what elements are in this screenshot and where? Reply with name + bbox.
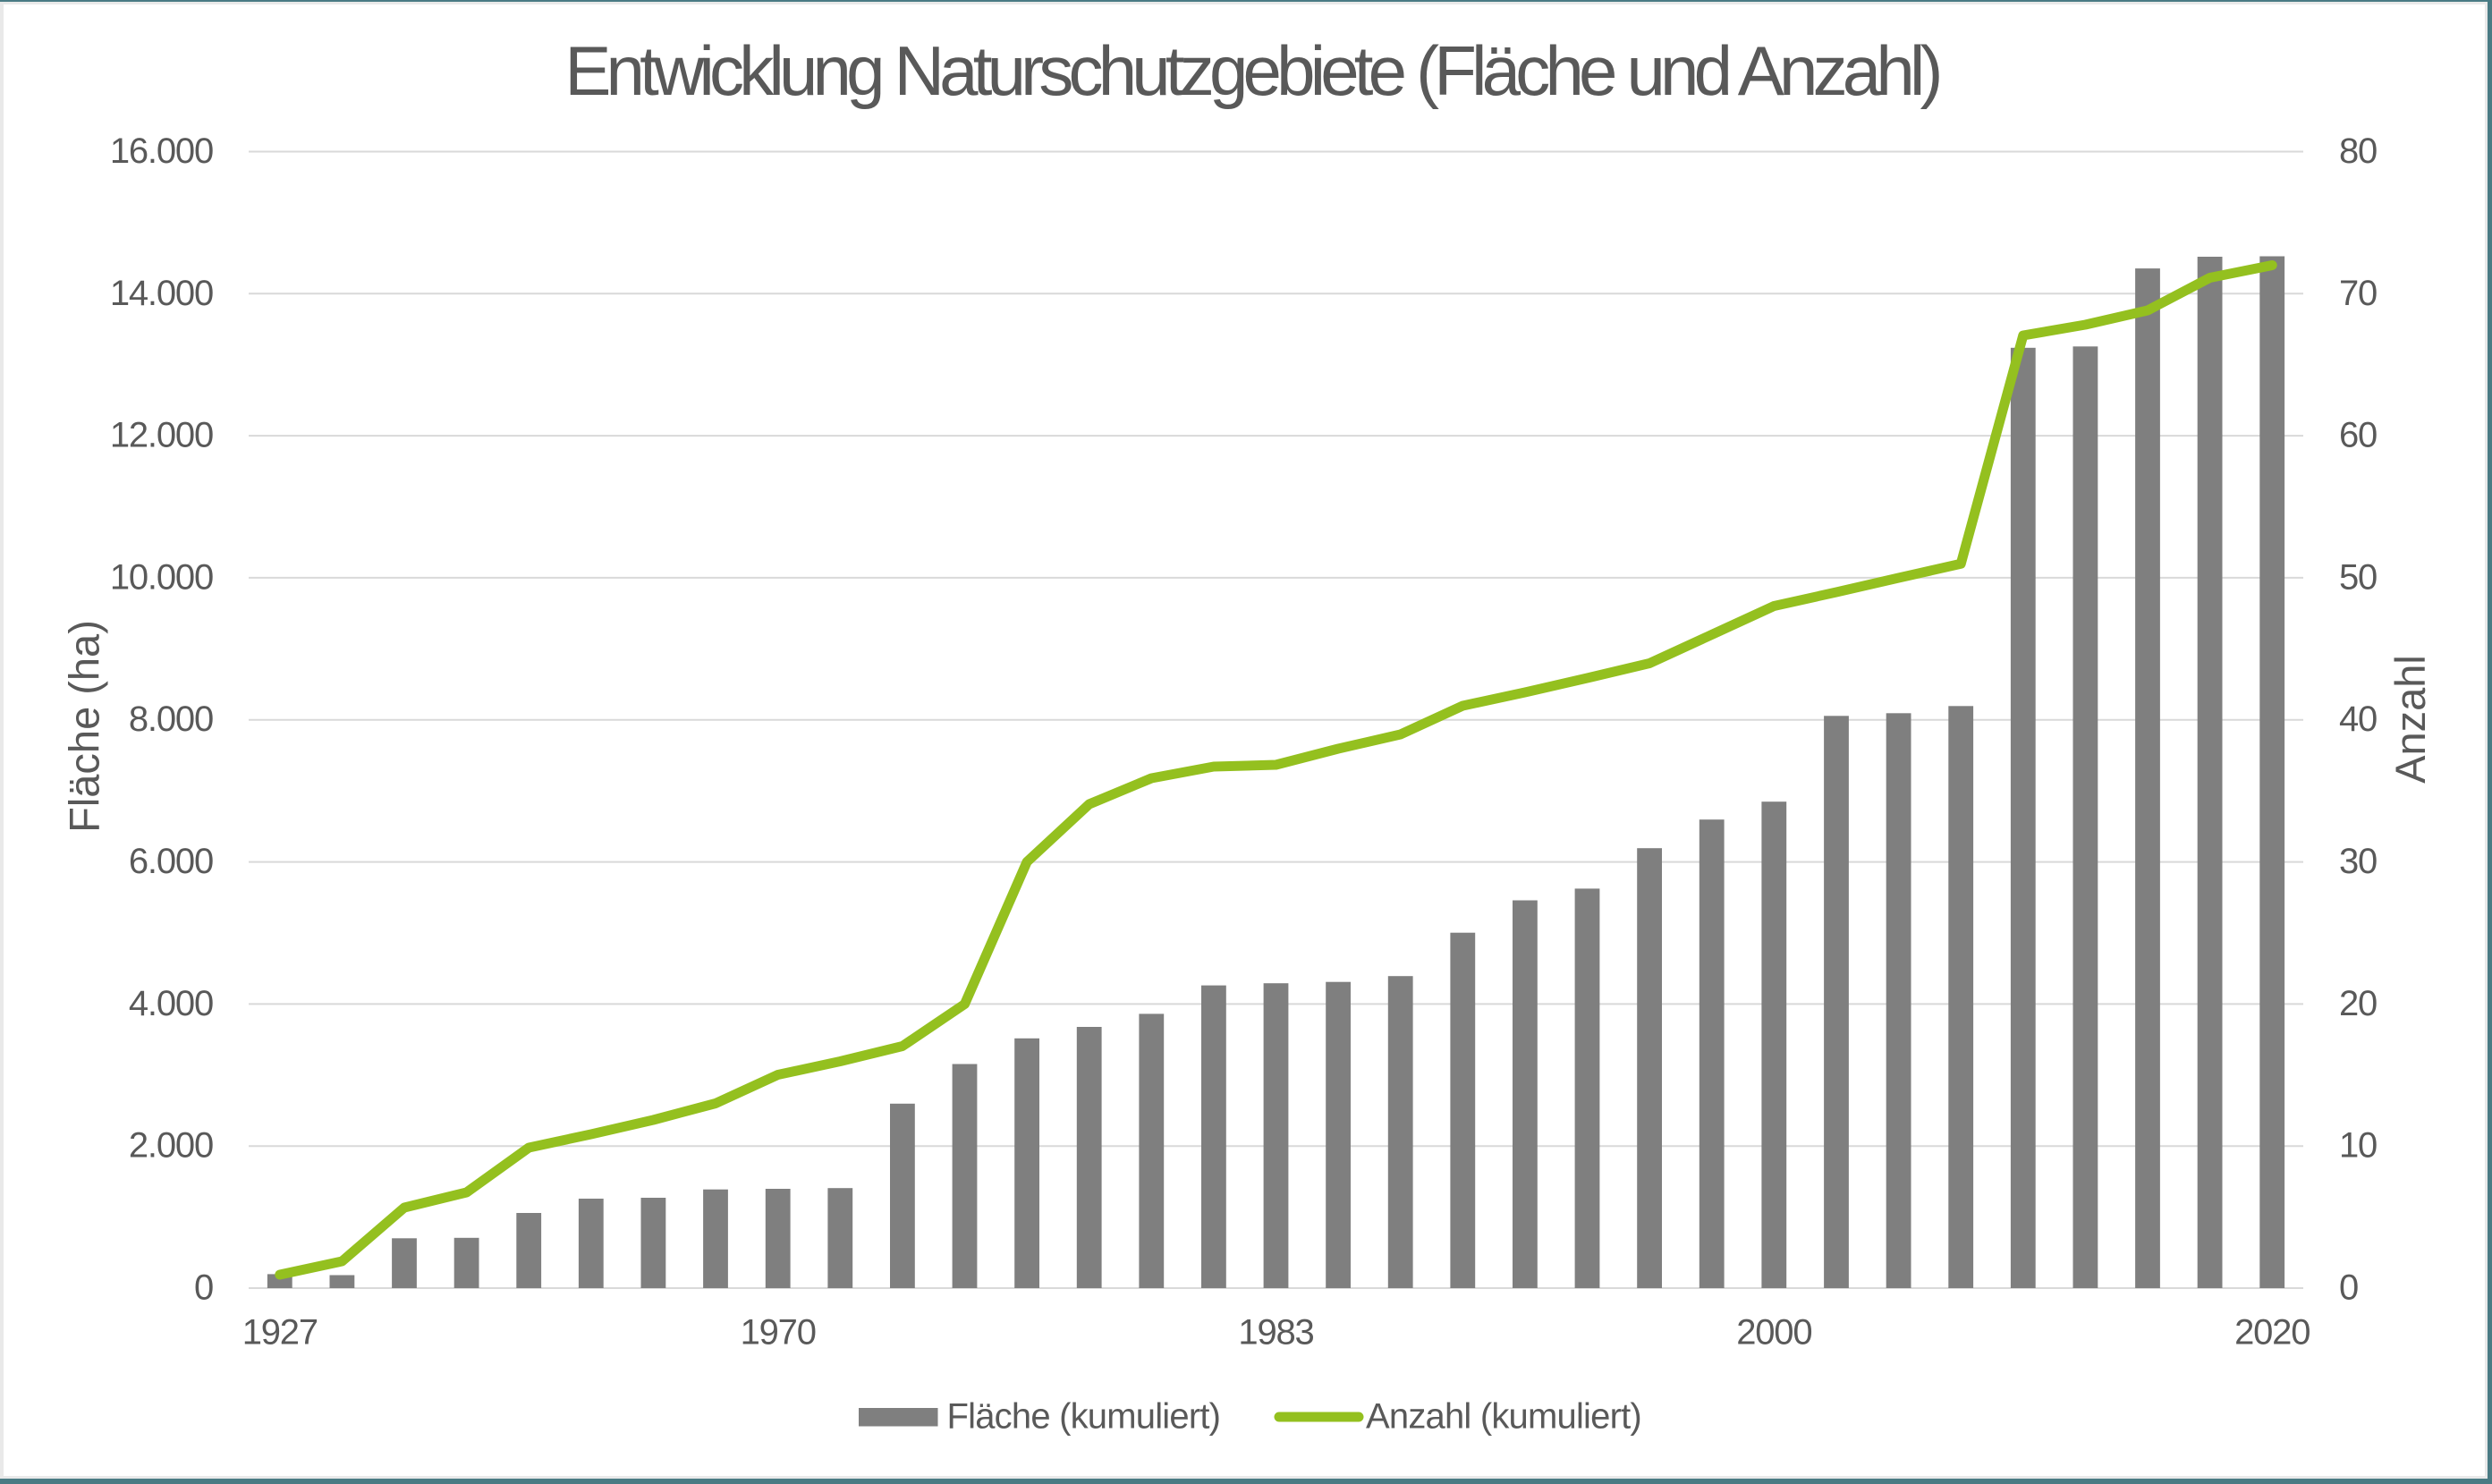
svg-text:6.000: 6.000 bbox=[129, 842, 213, 881]
svg-text:1983: 1983 bbox=[1238, 1313, 1313, 1353]
svg-text:0: 0 bbox=[2339, 1268, 2358, 1308]
svg-text:2.000: 2.000 bbox=[129, 1126, 213, 1166]
svg-text:40: 40 bbox=[2339, 700, 2377, 739]
svg-text:8.000: 8.000 bbox=[129, 700, 213, 739]
svg-text:10: 10 bbox=[2339, 1126, 2377, 1166]
svg-text:80: 80 bbox=[2339, 131, 2377, 171]
svg-text:50: 50 bbox=[2339, 557, 2377, 597]
svg-text:4.000: 4.000 bbox=[129, 984, 213, 1023]
svg-text:10.000: 10.000 bbox=[110, 557, 213, 597]
svg-text:Anzahl: Anzahl bbox=[2386, 655, 2434, 784]
svg-text:30: 30 bbox=[2339, 842, 2377, 881]
svg-text:Anzahl (kumuliert): Anzahl (kumuliert) bbox=[1366, 1397, 1641, 1437]
svg-text:1927: 1927 bbox=[242, 1313, 318, 1353]
svg-text:70: 70 bbox=[2339, 274, 2377, 313]
svg-text:Entwicklung Naturschutzgebiete: Entwicklung Naturschutzgebiete (Fläche u… bbox=[564, 31, 1939, 110]
svg-text:16.000: 16.000 bbox=[110, 131, 213, 171]
svg-text:0: 0 bbox=[194, 1268, 213, 1308]
svg-text:Fläche (ha): Fläche (ha) bbox=[61, 620, 108, 833]
svg-text:12.000: 12.000 bbox=[110, 416, 213, 455]
svg-text:14.000: 14.000 bbox=[110, 274, 213, 313]
svg-text:Fläche (kumuliert): Fläche (kumuliert) bbox=[947, 1397, 1221, 1437]
svg-text:2020: 2020 bbox=[2234, 1313, 2310, 1353]
svg-text:1970: 1970 bbox=[741, 1313, 816, 1353]
svg-text:20: 20 bbox=[2339, 984, 2377, 1023]
svg-text:60: 60 bbox=[2339, 416, 2377, 455]
svg-text:2000: 2000 bbox=[1736, 1313, 1811, 1353]
